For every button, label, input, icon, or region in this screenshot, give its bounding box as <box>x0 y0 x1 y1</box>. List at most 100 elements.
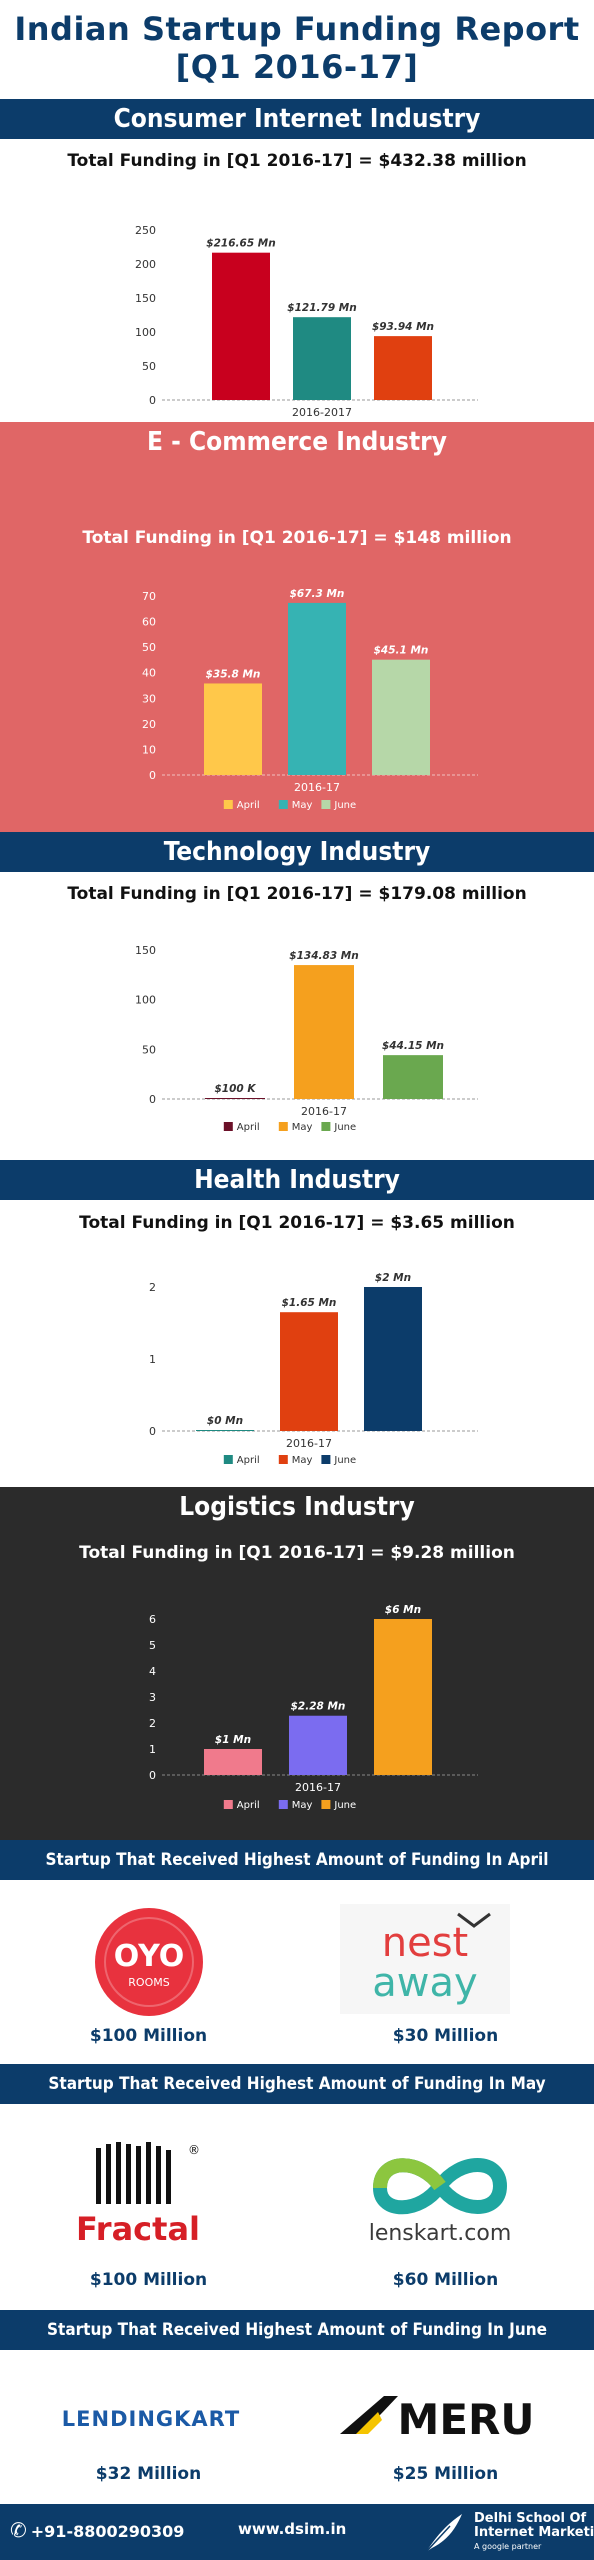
bar-june <box>374 1619 432 1775</box>
x-category-label: 2016-17 <box>294 781 340 794</box>
june-top-funded-heading: Startup That Received Highest Amount of … <box>0 2310 594 2350</box>
x-category-label: 2016-17 <box>295 1781 341 1794</box>
technology-chart: 0 50 100 150 $100 K $134.83 Mn $44.15 Mn 2016-1… <box>135 944 478 1133</box>
legend-label-may: May <box>292 800 313 811</box>
legend-swatch-may <box>278 1800 288 1809</box>
quill-icon <box>425 2514 462 2553</box>
april-amount-1: $100 Million <box>89 2026 208 2046</box>
y-tick-label: 50 <box>142 360 156 373</box>
oyo-logo-text: OYO <box>114 1939 185 1974</box>
data-label-june: $93.94 Mn <box>372 321 434 333</box>
legend-swatch-april <box>223 1122 233 1131</box>
legend-swatch-may <box>278 1122 288 1131</box>
y-tick-label: 50 <box>142 641 156 654</box>
legend-label-april: April <box>237 1455 260 1466</box>
y-tick-label: 0 <box>149 1769 156 1782</box>
legend-swatch-april <box>223 1800 233 1809</box>
data-label-may: $1.65 Mn <box>282 1297 337 1309</box>
data-label-may: $121.79 Mn <box>287 302 356 314</box>
school-tagline: A google partner <box>474 2542 542 2551</box>
legend-swatch-june <box>321 1122 331 1131</box>
footer-school: Delhi School Of Internet Marketing A goo… <box>474 2512 594 2554</box>
legend-swatch-may <box>278 800 288 809</box>
y-tick-label: 5 <box>149 1639 156 1652</box>
y-tick-label: 60 <box>142 616 156 629</box>
lendingkart-logo: LENDINGKART <box>46 2398 256 2438</box>
bar-april <box>204 1749 262 1775</box>
y-tick-label: 30 <box>142 692 156 705</box>
may-top-funded-heading: Startup That Received Highest Amount of … <box>0 2064 594 2104</box>
y-tick-label: 0 <box>149 1425 156 1438</box>
logistics-chart: 0 1 2 3 4 5 6 $1 Mn $2.28 Mn $6 Mn 2016-17 April May… <box>149 1604 478 1811</box>
y-tick-label: 1 <box>149 1743 156 1756</box>
data-label-april: $0 Mn <box>207 1415 243 1427</box>
bar-april <box>204 683 262 775</box>
data-label-april: $100 K <box>214 1083 256 1095</box>
meru-logo-text: MERU <box>398 2395 535 2444</box>
legend-swatch-june <box>321 800 331 809</box>
may-top-funded: ® Fractal lenskart.com $100 Million $60 … <box>0 2104 594 2310</box>
data-label-june: $45.1 Mn <box>374 645 429 657</box>
y-tick-label: 150 <box>135 292 156 305</box>
legend-label-june: June <box>333 1455 356 1466</box>
legend-swatch-june <box>321 1455 331 1464</box>
footer-phone[interactable]: ✆ +91-8800290309 <box>10 2518 184 2542</box>
y-tick-label: 100 <box>135 994 156 1007</box>
bar-may <box>288 602 346 775</box>
y-tick-label: 3 <box>149 1691 156 1704</box>
y-tick-label: 250 <box>135 224 156 237</box>
april-top-funded-heading: Startup That Received Highest Amount of … <box>0 1840 594 1880</box>
data-label-june: $2 Mn <box>375 1272 411 1284</box>
legend-label-june: June <box>333 1800 356 1811</box>
page-title: Indian Startup Funding Report [Q1 2016-1… <box>0 10 594 86</box>
data-label-may: $134.83 Mn <box>289 950 358 962</box>
june-top-funded: LENDINGKART MERU $32 Million $25 Million <box>0 2350 594 2504</box>
fractal-logo: ® Fractal <box>68 2140 208 2250</box>
fractal-logo-text: Fractal <box>76 2210 200 2248</box>
y-tick-label: 50 <box>142 1043 156 1056</box>
legend-label-may: May <box>292 1122 313 1133</box>
ecommerce-chart: 0 10 20 30 40 50 60 70 $35.8 Mn $67.3 Mn $45.1 Mn 2… <box>142 588 478 811</box>
legend-label-april: April <box>237 800 260 811</box>
y-tick-label: 150 <box>135 944 156 957</box>
consumer-internet-subtitle: Total Funding in [Q1 2016-17] = $432.38 … <box>67 151 527 171</box>
logistics-heading: Logistics Industry <box>179 1492 415 1522</box>
phone-icon: ✆ <box>10 2518 27 2542</box>
oyo-logo-sub: ROOMS <box>128 1976 169 1989</box>
data-label-may: $67.3 Mn <box>290 588 345 600</box>
legend-label-may: May <box>292 1455 313 1466</box>
data-label-april: $1 Mn <box>215 1734 251 1746</box>
lenskart-logo: lenskart.com <box>350 2148 530 2248</box>
y-tick-label: 1 <box>149 1353 156 1366</box>
bar-june <box>374 336 432 400</box>
meru-logo: MERU <box>338 2388 548 2444</box>
consumer-internet-heading: Consumer Internet Industry <box>0 99 594 139</box>
oyo-logo: OYO ROOMS <box>84 1906 214 2018</box>
legend-label-april: April <box>237 1800 260 1811</box>
nestaway-logo-text: nest <box>382 1920 468 1966</box>
health-section: Total Funding in [Q1 2016-17] = $3.65 mi… <box>0 1200 594 1487</box>
y-tick-label: 10 <box>142 743 156 756</box>
logistics-subtitle: Total Funding in [Q1 2016-17] = $9.28 mi… <box>79 1543 515 1563</box>
footer-website-link[interactable]: www.dsim.in <box>238 2520 347 2538</box>
y-tick-label: 0 <box>149 394 156 407</box>
footer: ✆ +91-8800290309 www.dsim.in Delhi School… <box>0 2504 594 2560</box>
y-tick-label: 2 <box>149 1717 156 1730</box>
technology-subtitle: Total Funding in [Q1 2016-17] = $179.08 … <box>67 884 527 904</box>
y-tick-label: 2 <box>149 1281 156 1294</box>
legend-label-june: June <box>333 1122 356 1133</box>
nestaway-logo: nest away <box>340 1904 510 2014</box>
lendingkart-logo-text: LENDINGKART <box>62 2407 240 2431</box>
school-line-1: Delhi School Of <box>474 2511 587 2526</box>
title-line-1: Indian Startup Funding Report <box>14 10 580 48</box>
ecommerce-heading: E - Commerce Industry <box>147 427 447 457</box>
april-top-funded: OYO ROOMS nest away $100 Million $30 Mil… <box>0 1880 594 2064</box>
legend-swatch-april <box>223 800 233 809</box>
legend-label-june: June <box>333 800 356 811</box>
bar-may <box>280 1312 338 1431</box>
data-label-june: $6 Mn <box>385 1604 421 1616</box>
health-subtitle: Total Funding in [Q1 2016-17] = $3.65 mi… <box>79 1213 515 1233</box>
title-line-2: [Q1 2016-17] <box>175 48 419 86</box>
y-tick-label: 20 <box>142 718 156 731</box>
june-amount-1: $32 Million <box>95 2464 202 2484</box>
